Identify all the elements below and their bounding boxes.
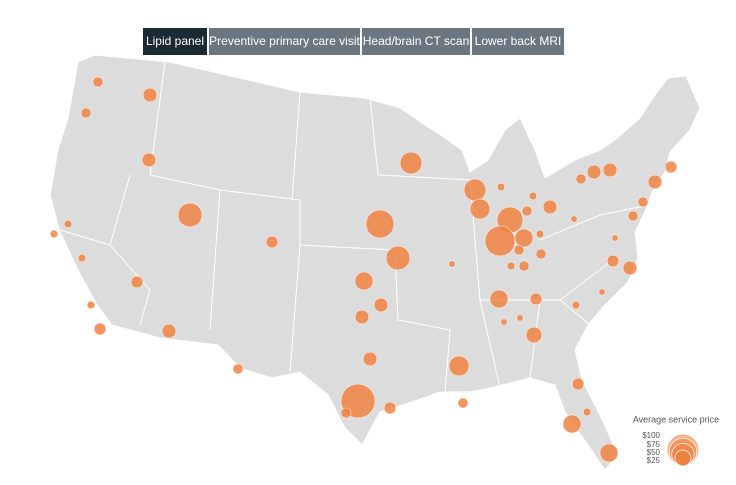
price-bubble [469,198,491,220]
price-bubble [513,244,525,256]
price-bubble [611,234,619,242]
price-bubble [354,309,370,325]
price-bubble [484,225,516,257]
price-bubble [80,107,92,119]
price-bubble [265,235,279,249]
price-bubble [63,219,73,229]
tab[interactable] [472,28,564,55]
price-bubble [92,76,104,88]
price-bubble [535,229,545,239]
price-bubble [570,215,578,223]
us-map [49,54,701,471]
price-bubble [582,407,592,417]
price-bubble [542,199,558,215]
price-bubble [463,178,487,202]
price-bubble [93,322,107,336]
price-bubble [399,151,423,175]
price-bubble [586,164,602,180]
legend-label: $100 [642,431,660,440]
tab-label[interactable]: Preventive primary care visit [209,34,360,48]
legend: Average service price $100$75$50$25 [633,414,719,467]
price-bubble [664,160,678,174]
price-bubble [647,174,663,190]
price-bubble [448,260,456,268]
legend-circle [674,449,692,467]
price-bubble [489,289,509,309]
price-bubble [571,377,585,391]
price-bubble [627,210,639,222]
price-bubble [161,323,177,339]
price-bubble [130,275,144,289]
price-bubble [232,363,244,375]
price-bubble [506,261,516,271]
legend-label: $50 [647,448,661,457]
price-bubble [177,202,203,228]
price-bubble [529,292,543,306]
price-bubble [575,173,587,185]
price-bubble [365,209,395,239]
tab-label[interactable]: Lipid panel [146,34,204,48]
price-bubble [362,351,378,367]
price-bubble [500,318,508,326]
price-bubble [562,414,582,434]
price-bubble [521,205,533,217]
price-bubble [142,87,158,103]
price-bubble [518,260,530,272]
price-bubble [49,229,59,239]
bubbles [49,76,678,463]
price-bubble [383,401,397,415]
price-bubble [77,253,87,263]
price-bubble [385,245,411,271]
price-bubble [525,326,543,344]
price-bubble [141,152,157,168]
tab[interactable] [209,28,360,55]
price-bubble [535,248,547,260]
price-bubble [599,443,619,463]
price-bubble [496,182,506,192]
price-bubble [602,162,618,178]
price-bubble [448,355,470,377]
price-bubble [373,297,389,313]
price-bubble [340,407,352,419]
legend-label: $25 [647,456,661,465]
legend-title: Average service price [633,414,719,424]
price-bubble [457,397,469,409]
price-bubble [606,254,620,268]
price-bubble [514,228,534,248]
tab-label[interactable]: Head/brain CT scan [363,34,470,48]
price-bubble [571,300,581,310]
tab[interactable] [362,28,470,55]
legend-label: $75 [647,440,661,449]
tab-bar: Lipid panel Preventive primary care visi… [143,28,564,55]
tab[interactable] [143,28,207,55]
price-bubble [598,288,606,296]
price-bubble [354,271,374,291]
price-bubble [516,314,524,322]
price-bubble [637,196,649,208]
price-bubble [528,191,538,201]
price-bubble [622,260,638,276]
tab-label[interactable]: Lower back MRI [475,34,562,48]
price-bubble [86,300,96,310]
